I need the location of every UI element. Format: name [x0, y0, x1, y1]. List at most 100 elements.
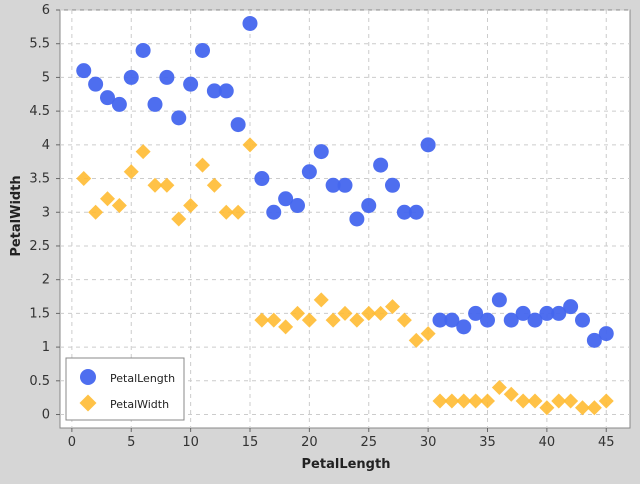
data-point-circle	[408, 204, 424, 220]
x-tick-label: 40	[539, 435, 556, 450]
data-point-diamond	[551, 393, 567, 409]
data-point-diamond	[206, 177, 222, 193]
y-tick-label: 2	[42, 273, 50, 288]
x-tick-label: 30	[420, 435, 437, 450]
data-points	[76, 15, 614, 416]
data-point-diamond	[408, 332, 424, 348]
data-point-diamond	[183, 198, 199, 214]
data-point-circle	[551, 305, 567, 321]
data-point-diamond	[135, 144, 151, 160]
y-axis-title: PetalWidth	[9, 175, 24, 256]
data-point-circle	[480, 312, 495, 328]
data-point-circle	[563, 299, 579, 315]
data-point-circle	[254, 171, 270, 187]
data-point-diamond	[301, 312, 317, 328]
data-point-diamond	[123, 164, 139, 180]
data-point-diamond	[503, 386, 519, 402]
data-point-circle	[539, 305, 555, 321]
data-point-circle	[575, 312, 590, 328]
x-tick-label: 35	[479, 435, 496, 450]
data-point-circle	[491, 292, 507, 308]
data-point-circle	[313, 144, 329, 160]
data-point-circle	[301, 164, 317, 180]
x-tick-label: 0	[68, 435, 76, 450]
y-tick-label: 1.5	[29, 306, 50, 321]
data-point-circle	[598, 326, 614, 342]
data-point-diamond	[349, 312, 365, 328]
data-point-diamond	[171, 211, 187, 227]
y-tick-label: 5.5	[29, 37, 50, 52]
data-point-circle	[206, 83, 222, 99]
data-point-circle	[432, 312, 448, 328]
data-point-circle	[88, 76, 104, 92]
data-point-circle	[278, 191, 294, 207]
data-point-diamond	[480, 393, 495, 409]
x-axis-title: PetalLength	[302, 457, 391, 472]
legend-label-petal-width: PetalWidth	[110, 398, 169, 411]
data-point-circle	[159, 69, 175, 85]
data-point-diamond	[491, 380, 507, 396]
data-point-circle	[527, 312, 543, 328]
data-point-circle	[325, 177, 341, 193]
data-point-diamond	[195, 157, 210, 173]
data-point-diamond	[396, 312, 412, 328]
data-point-circle	[586, 332, 602, 348]
data-point-diamond	[515, 393, 531, 409]
data-point-circle	[515, 305, 531, 321]
x-tick-label: 25	[360, 435, 377, 450]
y-tick-label: 1	[42, 340, 50, 355]
y-tick-label: 0.5	[29, 374, 50, 389]
y-tick-label: 3.5	[29, 172, 50, 187]
data-point-diamond	[100, 191, 115, 207]
x-tick-label: 20	[301, 435, 318, 450]
x-tick-label: 10	[182, 435, 199, 450]
data-point-circle	[396, 204, 412, 220]
data-point-circle	[76, 63, 92, 79]
y-tick-label: 0	[42, 408, 50, 423]
data-point-circle	[468, 305, 484, 321]
x-tick-label: 15	[242, 435, 259, 450]
data-point-diamond	[254, 312, 270, 328]
data-point-diamond	[147, 177, 163, 193]
data-point-diamond	[373, 305, 389, 321]
data-point-diamond	[385, 299, 400, 315]
data-point-circle	[337, 177, 353, 193]
data-point-diamond	[444, 393, 460, 409]
data-point-circle	[385, 177, 400, 193]
legend-box	[65, 357, 185, 421]
data-point-circle	[290, 198, 305, 214]
data-point-circle	[100, 90, 115, 106]
data-point-diamond	[111, 198, 127, 214]
data-point-diamond	[290, 305, 305, 321]
data-point-diamond	[563, 393, 579, 409]
data-point-diamond	[527, 393, 543, 409]
data-point-diamond	[218, 204, 234, 220]
data-point-diamond	[230, 204, 246, 220]
legend-marker-diamond	[79, 394, 97, 412]
legend-label-petal-length: PetalLength	[110, 372, 175, 385]
data-point-diamond	[337, 305, 353, 321]
data-point-circle	[456, 319, 472, 335]
data-point-diamond	[266, 312, 282, 328]
data-point-diamond	[432, 393, 448, 409]
data-point-diamond	[598, 393, 614, 409]
y-tick-label: 4	[42, 138, 50, 153]
data-point-circle	[183, 76, 199, 92]
x-tick-label: 45	[598, 435, 615, 450]
y-tick-label: 2.5	[29, 239, 50, 254]
data-point-circle	[349, 211, 365, 227]
data-point-diamond	[242, 137, 258, 153]
data-point-circle	[218, 83, 234, 99]
data-point-diamond	[313, 292, 329, 308]
y-tick-label: 3	[42, 205, 50, 220]
x-tick-label: 5	[127, 435, 135, 450]
data-point-diamond	[420, 326, 436, 342]
data-point-circle	[373, 157, 389, 173]
data-point-diamond	[76, 171, 92, 187]
data-point-circle	[171, 110, 187, 126]
legend: PetalLength PetalWidth	[65, 357, 185, 421]
data-point-diamond	[586, 400, 602, 416]
data-point-circle	[195, 42, 210, 58]
